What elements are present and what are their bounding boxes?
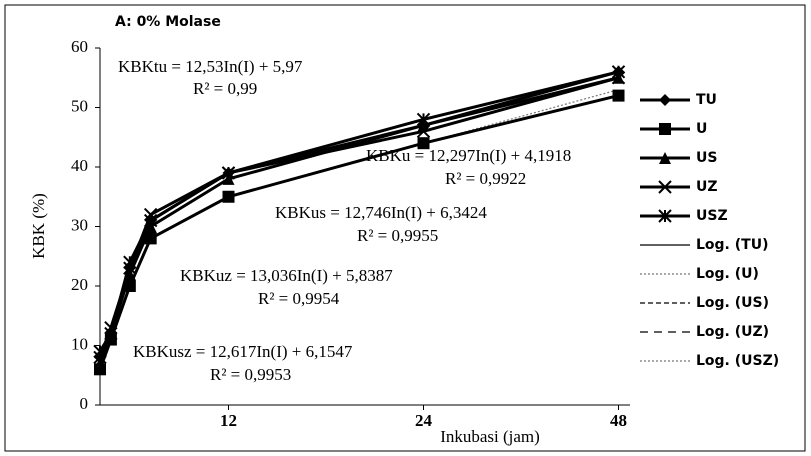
y-axis-label: KBK (%): [29, 193, 48, 259]
point: [123, 255, 137, 269]
equation-label: KBKus = 12,746In(I) + 6,3424: [275, 203, 487, 222]
marker-shape: [659, 152, 671, 164]
y-tick-label: 60: [71, 37, 88, 56]
x-tick-label: 12: [220, 411, 237, 430]
point: [659, 152, 671, 164]
marker-shape: [659, 123, 671, 135]
legend-label: UZ: [696, 179, 718, 195]
equation-label: KBKuz = 13,036In(I) + 5,8387: [180, 266, 393, 285]
point: [123, 280, 136, 292]
equation-label: R² = 0,9954: [258, 289, 340, 308]
point: [93, 344, 107, 359]
legend-label: U: [696, 121, 707, 137]
x-tick-label: 24: [415, 411, 433, 430]
legend-label: Log. (U): [696, 266, 759, 282]
y-tick-label: 0: [80, 394, 89, 413]
equation-label: KBKu = 12,297In(I) + 4,1918: [366, 146, 571, 165]
legend-label: Log. (TU): [696, 237, 768, 253]
equation-label: KBKtu = 12,53In(I) + 5,97: [118, 57, 303, 76]
point: [611, 65, 626, 79]
legend-label: US: [696, 150, 717, 166]
marker-shape: [417, 137, 430, 150]
marker-shape: [416, 112, 431, 127]
legend-label: USZ: [696, 208, 728, 224]
chart-border: [4, 4, 806, 452]
x-axis-label: Inkubasi (jam): [440, 427, 540, 446]
point: [221, 166, 236, 180]
point: [94, 357, 106, 370]
y-tick-label: 50: [71, 96, 88, 115]
marker-shape: [143, 213, 158, 228]
marker-shape: [416, 124, 431, 139]
legend-label: Log. (UZ): [696, 324, 769, 340]
equation-label: R² = 0,9922: [445, 169, 526, 188]
y-tick-label: 40: [71, 156, 88, 175]
chart-title: A: 0% Molase: [115, 14, 221, 30]
marker-shape: [222, 190, 235, 203]
marker-shape: [611, 65, 626, 79]
point: [222, 190, 235, 203]
equation-label: R² = 0,99: [193, 79, 257, 98]
legend-label: Log. (US): [696, 295, 769, 311]
marker-shape: [123, 280, 136, 292]
y-tick-label: 10: [71, 334, 88, 353]
equation-label: KBKusz = 12,617In(I) + 6,1547: [133, 342, 353, 361]
point: [417, 137, 430, 150]
equation-label: R² = 0,9953: [210, 365, 291, 384]
marker-shape: [658, 209, 672, 223]
marker-shape: [659, 94, 671, 106]
marker-shape: [104, 326, 118, 341]
point: [658, 209, 672, 223]
marker-shape: [612, 89, 625, 102]
point: [658, 180, 672, 194]
legend-label: Log. (USZ): [696, 353, 779, 369]
x-tick-label: 48: [610, 411, 627, 430]
marker-shape: [94, 357, 106, 370]
marker-shape: [221, 166, 236, 180]
marker-shape: [93, 344, 107, 359]
y-tick-label: 30: [71, 215, 88, 234]
y-tick-label: 20: [71, 275, 88, 294]
point: [416, 112, 431, 127]
point: [143, 213, 158, 228]
marker-shape: [658, 180, 672, 194]
point: [104, 326, 118, 341]
marker-shape: [123, 255, 137, 269]
legend-label: TU: [696, 92, 717, 108]
point: [416, 124, 431, 139]
point: [659, 123, 671, 135]
point: [659, 94, 671, 106]
point: [612, 89, 625, 102]
equation-label: R² = 0,9955: [357, 226, 438, 245]
